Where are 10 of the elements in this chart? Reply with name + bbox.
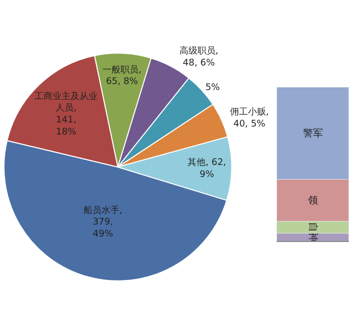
slice-label: 船员水手, 379, 49%: [83, 204, 122, 240]
series-label: 警军: [302, 127, 323, 140]
slice-label: 其他, 62, 9%: [188, 157, 226, 180]
slice-label: 一般职员, 65, 8%: [102, 64, 142, 88]
data-label: 5%: [205, 82, 220, 94]
slice-label: 高级职员, 48, 6%: [179, 45, 218, 68]
slice-label: 佣工小贩, 40, 5%: [230, 106, 269, 130]
slice-label: 工商业主及从业人员, 141, 18%: [34, 90, 98, 138]
series-label: 领: [308, 194, 318, 206]
series-label: 自: [306, 222, 319, 232]
